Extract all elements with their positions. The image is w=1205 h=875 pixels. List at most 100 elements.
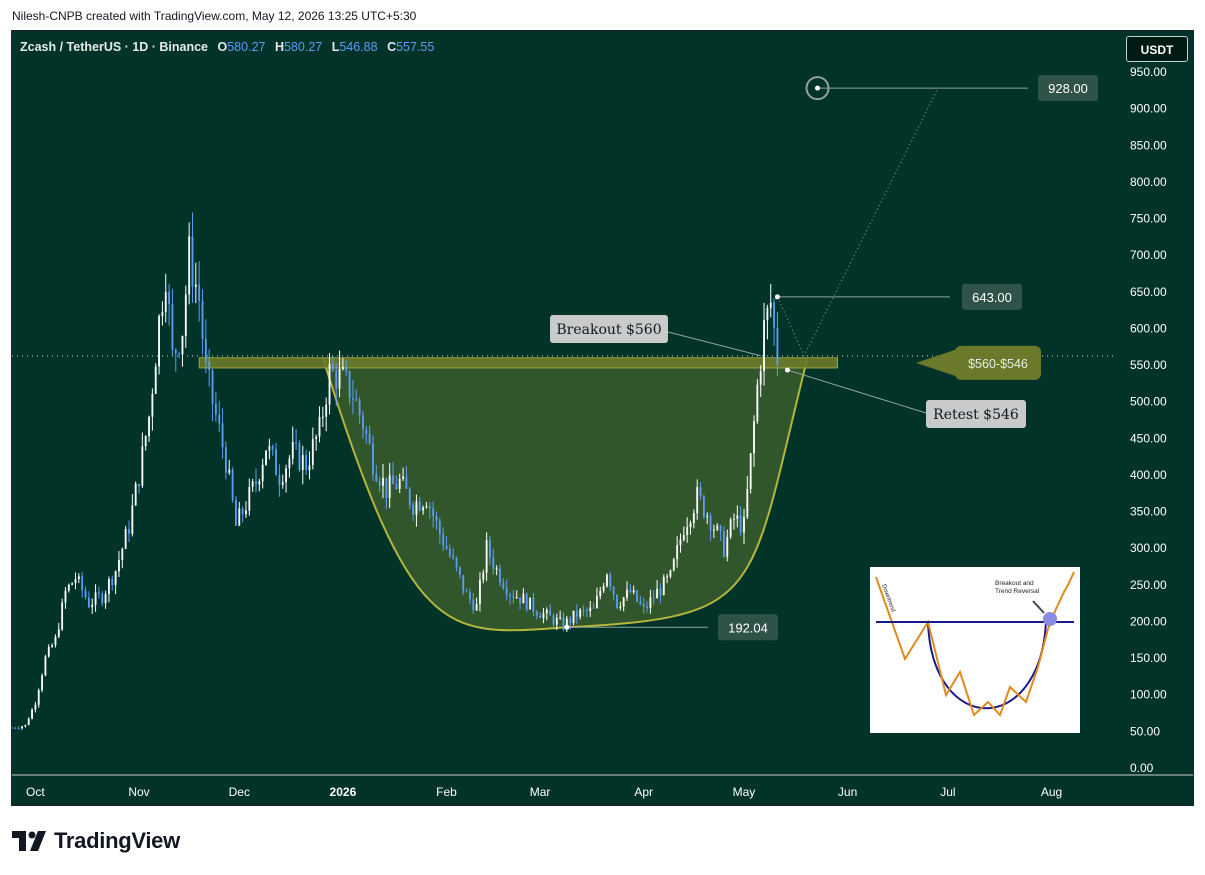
candle-body [378, 481, 381, 486]
candle-body [579, 609, 582, 617]
candle [606, 573, 608, 588]
candle [188, 222, 191, 305]
candle [41, 673, 44, 693]
candle [194, 262, 197, 304]
candle [572, 610, 575, 626]
candle-body [669, 570, 672, 577]
y-tick-label: 0.00 [1130, 761, 1154, 775]
axes: 950.00 900.00 850.00 800.00 750.00 700.00 650.… [12, 31, 1193, 799]
candle [325, 397, 328, 432]
candle-body [114, 571, 117, 586]
candle [241, 506, 244, 523]
candle-body [268, 446, 271, 451]
candle-body [656, 588, 659, 599]
candle [656, 580, 659, 599]
candle [522, 588, 525, 604]
candle-body [81, 576, 84, 591]
candle-body [325, 404, 328, 417]
candle-body [208, 362, 211, 371]
candle-body [295, 441, 298, 444]
candle [288, 455, 291, 478]
candle-body [679, 539, 682, 546]
candle [602, 582, 605, 594]
candle [265, 450, 267, 466]
candle-body [769, 302, 772, 308]
candle-body [549, 609, 552, 616]
candle-body [702, 496, 705, 517]
candle-body [589, 607, 592, 612]
candle [432, 501, 435, 528]
peak-label: 643.00 [972, 290, 1012, 305]
candle [676, 536, 679, 568]
peak-box [962, 283, 1022, 310]
candle [585, 607, 588, 618]
candle [723, 526, 725, 558]
candle-body [97, 592, 100, 594]
candle-body [672, 559, 675, 571]
candle [51, 643, 54, 648]
candle [275, 442, 277, 476]
candle [328, 353, 331, 415]
candle-body [61, 602, 64, 630]
candle-body [218, 414, 221, 424]
candle [148, 415, 150, 442]
candle-body [569, 618, 572, 623]
candle-body [194, 284, 197, 287]
candle-body [21, 726, 23, 729]
candle-body [733, 518, 735, 520]
candle-body [505, 588, 508, 595]
candle [31, 708, 33, 720]
candle-body [54, 636, 57, 646]
candle-body [87, 597, 90, 608]
candle [87, 591, 90, 609]
currency-button[interactable]: USDT [1126, 36, 1188, 62]
candle [228, 459, 231, 475]
candle-body [458, 567, 461, 575]
candle-body [168, 291, 171, 305]
candle [622, 596, 625, 612]
candle-body [301, 455, 304, 470]
candle-body [519, 597, 521, 604]
candle-body [455, 557, 458, 568]
candle [208, 349, 211, 387]
candle [388, 462, 391, 509]
candle [599, 586, 602, 600]
candle [64, 586, 67, 609]
close-value: 557.55 [396, 40, 435, 54]
candle [712, 524, 715, 538]
symbol-legend: Zcash / TetherUS · 1D · Binance O580.27 … [20, 40, 434, 54]
inset-arrow-icon [1032, 600, 1045, 614]
tradingview-logo-icon [12, 831, 46, 851]
open-value: 580.27 [227, 40, 266, 54]
candle [154, 363, 157, 394]
candle [218, 400, 221, 433]
candle [104, 590, 107, 609]
candle-body [64, 590, 67, 603]
x-tick-label: Dec [229, 785, 250, 799]
candle [395, 475, 398, 490]
candle-body [472, 599, 475, 611]
candle [552, 613, 555, 629]
candle-body [659, 588, 662, 596]
candle [321, 406, 324, 427]
candle-body [118, 560, 120, 572]
candle [362, 410, 364, 439]
candle [442, 527, 445, 551]
candle-body [763, 320, 765, 372]
candle-body [375, 474, 378, 482]
candle-body [161, 312, 164, 317]
y-tick-label: 700.00 [1130, 248, 1167, 262]
candle [331, 355, 334, 373]
breakout-label: Breakout $560 [556, 322, 661, 338]
candle [382, 463, 384, 499]
candle [479, 572, 481, 612]
candle [669, 569, 672, 579]
candle [338, 350, 341, 398]
tradingview-logo[interactable]: TradingView [12, 828, 180, 854]
candle [462, 574, 465, 596]
candle-body [251, 481, 254, 487]
candle [368, 425, 371, 445]
target-label: 928.00 [1048, 81, 1088, 96]
candle [452, 548, 455, 560]
